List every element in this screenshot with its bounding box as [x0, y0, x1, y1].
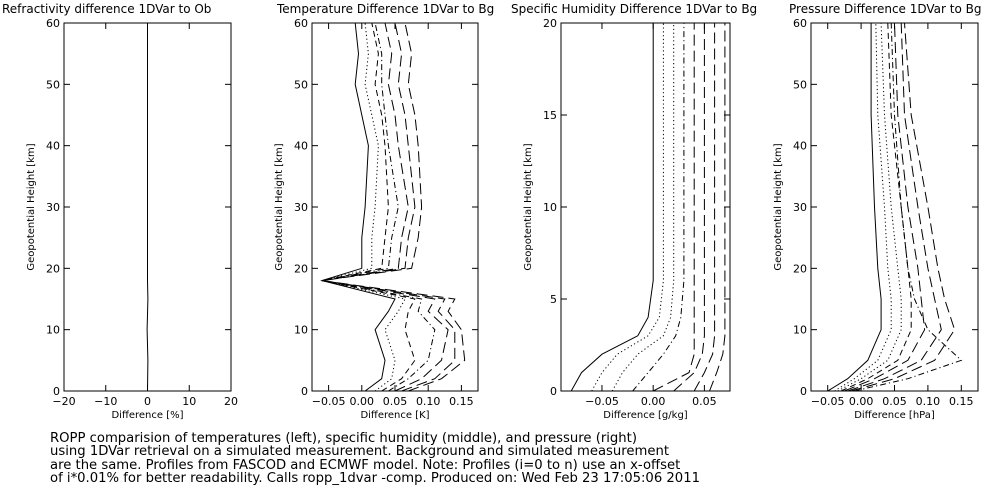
series-line [854, 23, 963, 391]
chart-panel: Pressure Difference 1DVar to Bg −0.05 0.00… [773, 2, 982, 421]
x-tick-label: 0.15 [449, 395, 474, 408]
plot-frame [810, 22, 979, 392]
x-tick-label: −0.05 [312, 395, 346, 408]
x-axis-label: Difference [%] [111, 410, 183, 421]
caption-line: of i*0.01% for better readability. Calls… [50, 471, 700, 487]
y-tick-label: 0 [800, 385, 807, 398]
caption-line: ROPP comparision of temperatures (left),… [50, 431, 637, 446]
x-axis-label: Difference [hPa] [854, 410, 935, 421]
chart-panel: Temperature Difference 1DVar to Bg −0.05 0… [274, 2, 494, 421]
chart-title: Specific Humidity Difference 1DVar to Bg [511, 2, 757, 16]
caption: ROPP comparision of temperatures (left),… [50, 432, 990, 486]
y-tick-label: 15 [543, 109, 557, 122]
y-tick-label: 0 [53, 385, 60, 398]
y-tick-label: 50 [793, 78, 807, 91]
y-tick-label: 50 [46, 78, 60, 91]
chart-title: Temperature Difference 1DVar to Bg [276, 2, 494, 16]
y-axis-label: Geopotential Height [km] [274, 143, 285, 270]
y-tick-label: 0 [301, 385, 308, 398]
series-line [570, 23, 654, 391]
x-tick-label: 0.15 [949, 395, 974, 408]
y-tick-label: 30 [294, 201, 308, 214]
x-tick-label: 0 [144, 395, 151, 408]
series-line [693, 23, 716, 391]
y-tick-label: 30 [46, 201, 60, 214]
y-tick-label: 60 [294, 17, 308, 30]
y-tick-label: 5 [550, 293, 557, 306]
x-tick-label: 0.05 [692, 395, 717, 408]
y-tick-label: 40 [46, 140, 60, 153]
x-tick-label: −0.05 [585, 395, 619, 408]
x-axis-label: Difference [K] [360, 410, 429, 421]
y-tick-label: 10 [46, 324, 60, 337]
x-tick-label: 20 [224, 395, 238, 408]
series-line [850, 23, 956, 391]
chart-panel: Refractivity difference 1DVar to Ob −20 −1… [2, 2, 238, 421]
series-line [709, 23, 726, 391]
x-tick-label: −10 [94, 395, 117, 408]
plot-frame [311, 22, 479, 392]
series-line [591, 23, 664, 391]
y-tick-label: 60 [46, 17, 60, 30]
y-tick-label: 30 [793, 201, 807, 214]
x-axis-label: Difference [g/kg] [603, 410, 687, 421]
chart-title: Pressure Difference 1DVar to Bg [789, 2, 982, 16]
series-line [827, 23, 882, 391]
y-axis-label: Geopotential Height [km] [773, 143, 784, 270]
chart-panel: Specific Humidity Difference 1DVar to Bg… [511, 2, 757, 421]
series-line [321, 23, 466, 391]
x-tick-label: 10 [182, 395, 196, 408]
y-tick-label: 20 [294, 262, 308, 275]
x-tick-label: 0.00 [350, 395, 375, 408]
y-tick-label: 40 [793, 140, 807, 153]
y-tick-label: 20 [46, 262, 60, 275]
series-line [847, 23, 942, 391]
series-line [611, 23, 675, 391]
x-tick-label: 0.10 [416, 395, 441, 408]
series-line [321, 23, 456, 391]
series-line [320, 23, 396, 391]
x-tick-label: 0.05 [383, 395, 408, 408]
chart-title: Refractivity difference 1DVar to Ob [2, 2, 211, 16]
series-line [146, 23, 149, 391]
y-tick-label: 0 [550, 385, 557, 398]
x-tick-label: −0.05 [811, 395, 845, 408]
caption-line: using 1DVar retrieval on a simulated mea… [50, 444, 669, 460]
y-tick-label: 10 [294, 324, 308, 337]
x-tick-label: 0.10 [916, 395, 941, 408]
y-tick-label: 20 [543, 17, 557, 30]
series-line [834, 23, 892, 391]
x-tick-label: 0.00 [641, 395, 666, 408]
series-line [673, 23, 705, 391]
y-axis-label: Geopotential Height [km] [26, 143, 37, 270]
series-line [652, 23, 695, 391]
caption-line: are the same. Profiles from FASCOD and E… [50, 457, 681, 473]
y-tick-label: 40 [294, 140, 308, 153]
series-line [632, 23, 685, 391]
x-tick-label: 0.00 [849, 395, 874, 408]
y-tick-label: 60 [793, 17, 807, 30]
y-axis-label: Geopotential Height [km] [523, 143, 534, 270]
series-line [837, 23, 902, 391]
series-line [844, 23, 926, 391]
series-line [840, 23, 912, 391]
series-line [321, 23, 406, 391]
y-tick-label: 10 [793, 324, 807, 337]
y-tick-label: 10 [543, 201, 557, 214]
x-tick-label: 0.05 [882, 395, 907, 408]
series-line [321, 23, 436, 391]
x-tick-label: −20 [52, 395, 75, 408]
y-tick-label: 50 [294, 78, 308, 91]
series-line [321, 23, 416, 391]
y-tick-label: 20 [793, 262, 807, 275]
series-line [321, 23, 449, 391]
